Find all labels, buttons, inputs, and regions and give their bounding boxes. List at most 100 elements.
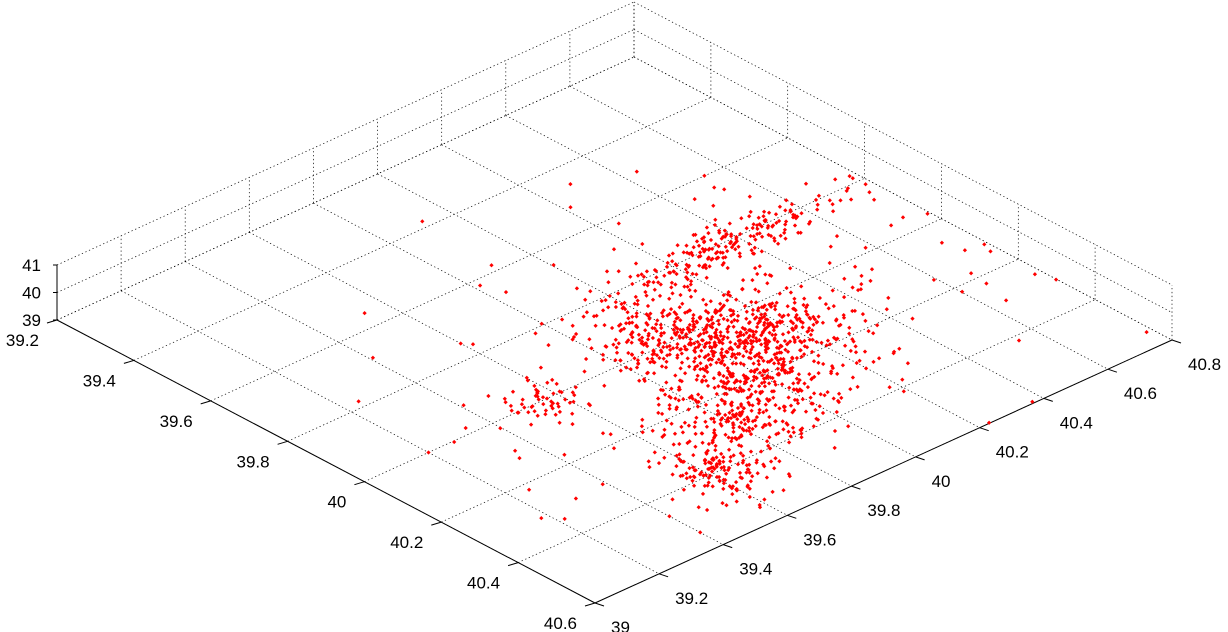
data-point (768, 304, 774, 310)
data-point (753, 300, 759, 305)
data-point (801, 302, 806, 308)
data-point (662, 427, 667, 432)
data-point (863, 182, 868, 187)
data-point (859, 281, 864, 287)
data-point (756, 358, 761, 364)
data-point (828, 244, 833, 249)
data-point (697, 342, 702, 347)
data-point (718, 301, 723, 306)
data-point (764, 343, 769, 348)
data-point (759, 315, 764, 321)
data-point (663, 365, 669, 370)
data-point (810, 401, 815, 406)
data-point (678, 346, 684, 352)
data-point (684, 262, 689, 267)
data-point (632, 356, 637, 361)
data-point (723, 477, 728, 483)
data-point (644, 269, 650, 274)
data-point (710, 325, 715, 330)
data-point (788, 266, 793, 271)
data-point (831, 396, 836, 401)
data-point (761, 462, 766, 467)
data-point (694, 272, 699, 277)
data-point (725, 265, 730, 271)
data-point (635, 358, 641, 363)
data-point (633, 294, 638, 300)
data-point (778, 356, 783, 362)
data-point (722, 468, 727, 473)
data-point (688, 474, 693, 480)
data-point (786, 395, 791, 400)
data-point (753, 423, 758, 429)
data-point (634, 365, 640, 370)
data-point (600, 308, 606, 313)
data-point (738, 231, 743, 237)
data-point (734, 388, 740, 394)
data-point (734, 330, 739, 335)
data-point (692, 196, 697, 202)
data-point (793, 216, 799, 221)
data-point (833, 337, 839, 342)
data-point (800, 320, 805, 325)
data-point (669, 335, 674, 341)
data-point (747, 394, 753, 399)
data-point (827, 260, 832, 266)
data-point (829, 369, 834, 374)
data-point (613, 299, 618, 305)
data-point (651, 280, 656, 285)
data-point (674, 271, 679, 277)
data-point (721, 455, 726, 460)
data-point (730, 420, 736, 426)
data-point (725, 248, 730, 254)
data-point (785, 304, 790, 309)
data-point (669, 386, 674, 391)
data-point (850, 308, 855, 314)
data-point (718, 360, 723, 365)
data-point (769, 389, 775, 394)
x-tick-mark (507, 562, 519, 567)
data-point (814, 320, 819, 325)
data-point (557, 420, 562, 425)
data-point (656, 460, 662, 466)
x-tick-mark (123, 359, 135, 364)
data-point (676, 387, 681, 392)
data-point (1053, 277, 1059, 282)
data-point (717, 461, 722, 466)
data-point (735, 405, 741, 411)
data-point (809, 377, 814, 382)
data-point (734, 297, 739, 302)
data-point (729, 436, 735, 441)
data-point (757, 407, 762, 413)
data-point (764, 345, 770, 351)
data-point (795, 397, 800, 403)
data-point (668, 270, 673, 275)
data-point (737, 254, 743, 259)
data-point (702, 483, 707, 489)
data-point (702, 173, 707, 178)
data-point (767, 330, 772, 335)
data-point (799, 211, 804, 216)
data-point (717, 340, 722, 345)
data-point (786, 312, 791, 318)
data-point (520, 397, 525, 402)
data-point (698, 530, 703, 535)
data-point (680, 301, 685, 306)
y-tick-label: 39 (611, 618, 630, 632)
data-point (675, 243, 680, 248)
data-point (786, 429, 791, 434)
data-point (647, 464, 652, 470)
data-point (635, 298, 640, 303)
data-point (674, 463, 679, 469)
data-point (762, 384, 768, 389)
data-point (628, 366, 633, 372)
data-point (821, 361, 826, 367)
data-point (780, 419, 785, 424)
data-point (735, 416, 740, 422)
data-point (749, 248, 754, 253)
data-point (719, 465, 724, 471)
data-point (750, 277, 755, 283)
data-point (752, 374, 757, 380)
data-point (693, 468, 698, 473)
data-point (764, 408, 769, 413)
data-point (708, 460, 713, 465)
